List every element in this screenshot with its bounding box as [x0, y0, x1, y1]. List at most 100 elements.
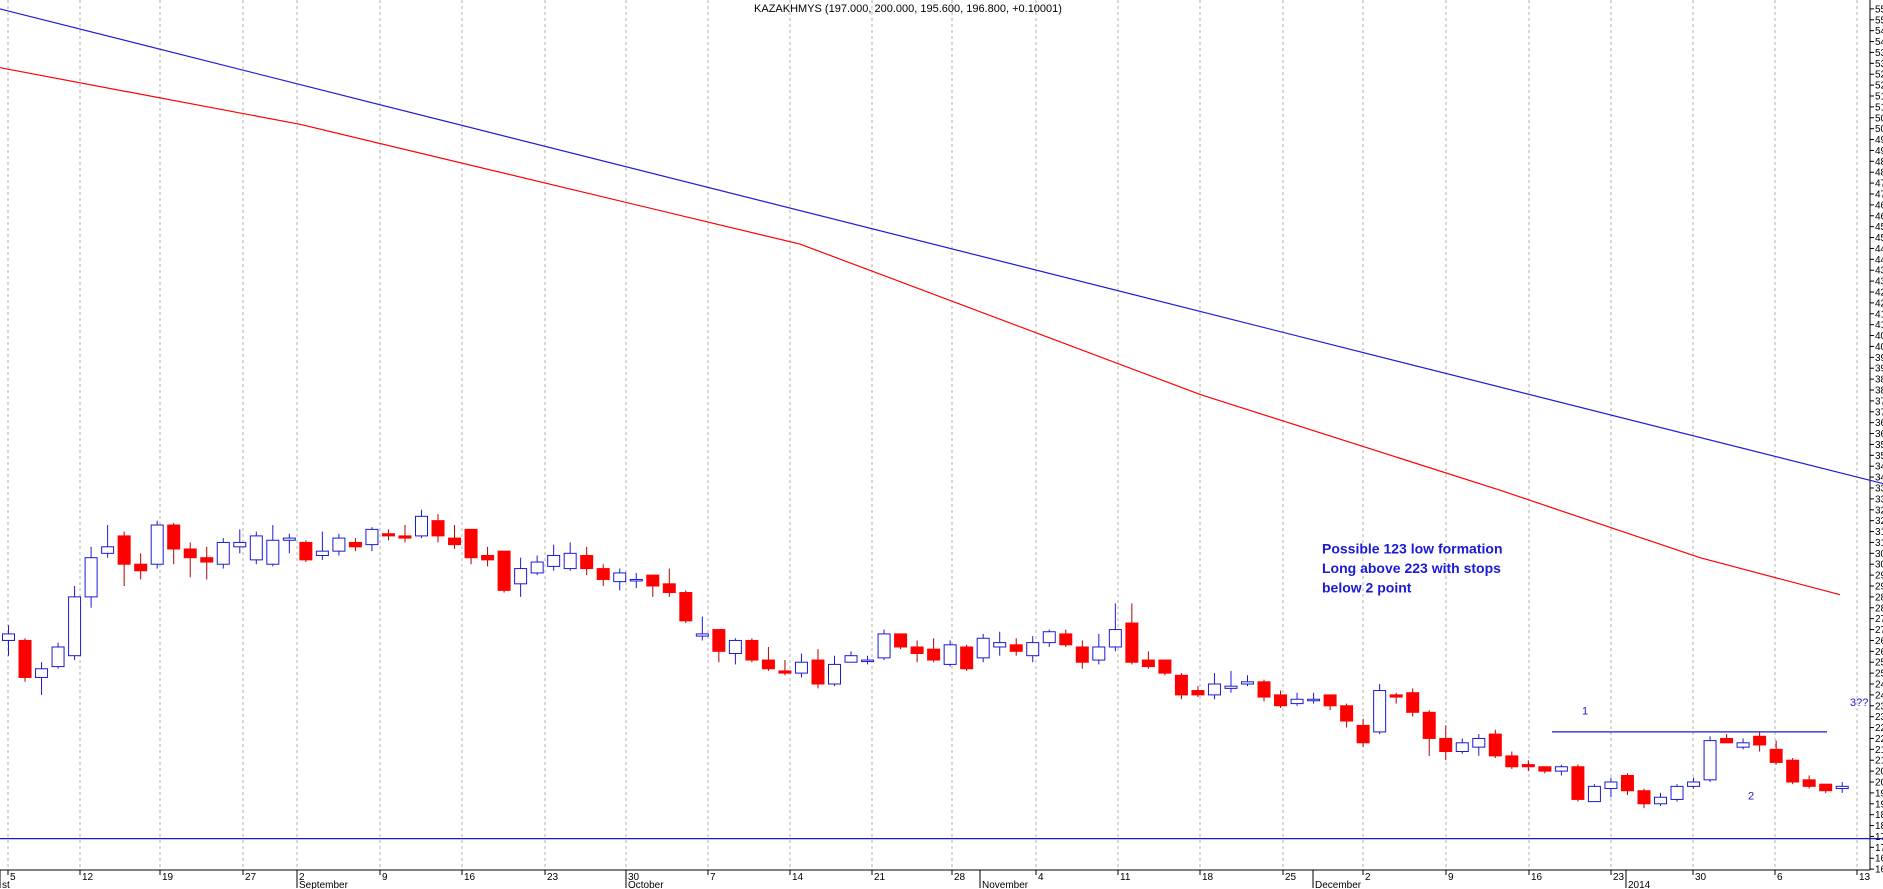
x-day-label: 2	[1365, 872, 1371, 883]
y-axis: 1601651701751801851901952002052102152202…	[1870, 4, 1883, 876]
y-tick-label: 315	[1875, 527, 1883, 538]
x-day-label: 7	[710, 872, 716, 883]
point-label: 2	[1748, 790, 1754, 802]
candle-body	[1141, 659, 1155, 668]
candle-body	[1389, 694, 1403, 698]
candle-body	[1323, 694, 1337, 707]
y-tick-label: 200	[1875, 778, 1883, 789]
x-day-label: 12	[82, 872, 94, 883]
candle-body	[1009, 644, 1023, 652]
y-tick-label: 460	[1875, 211, 1883, 222]
candle-body	[1059, 633, 1073, 646]
candle-body	[514, 568, 528, 585]
y-tick-label: 435	[1875, 266, 1883, 277]
y-tick-label: 415	[1875, 309, 1883, 320]
candle-body	[778, 670, 792, 674]
y-tick-label: 290	[1875, 582, 1883, 593]
x-axis: 5 12 19 27 2 9 16 23 30 7 14 21 28 4 11 18 25 2 9 16 23 30 6 13…	[0, 870, 1871, 889]
candle-body	[348, 541, 362, 548]
y-tick-label: 245	[1875, 680, 1883, 691]
candle-body	[315, 550, 329, 557]
candle-body	[1356, 724, 1370, 744]
candle-body	[794, 661, 808, 674]
candle-body	[1753, 735, 1767, 746]
y-tick-label: 395	[1875, 353, 1883, 364]
candle-body	[68, 596, 82, 657]
candle-body	[1092, 646, 1106, 661]
candle-body	[811, 659, 825, 685]
y-tick-label: 355	[1875, 440, 1883, 451]
y-tick-label: 390	[1875, 364, 1883, 375]
y-tick-label: 220	[1875, 734, 1883, 745]
candle-body	[183, 548, 197, 559]
y-tick-label: 430	[1875, 277, 1883, 288]
y-tick-label: 160	[1875, 865, 1883, 876]
x-day-label: 9	[1448, 872, 1454, 883]
candle-body	[464, 528, 478, 559]
candle-body	[1835, 785, 1849, 790]
y-tick-label: 180	[1875, 821, 1883, 832]
y-tick-label: 265	[1875, 636, 1883, 647]
y-tick-label: 340	[1875, 473, 1883, 484]
x-day-label: 4	[1038, 872, 1044, 883]
y-tick-label: 545	[1875, 26, 1883, 37]
candle-body	[1307, 698, 1321, 702]
y-tick-label: 500	[1875, 124, 1883, 135]
candle-body	[398, 535, 412, 539]
x-day-label: 30	[628, 872, 640, 883]
candle-body	[596, 568, 610, 580]
candle-body	[844, 655, 858, 663]
point-label: 1	[1582, 705, 1588, 717]
y-tick-label: 465	[1875, 200, 1883, 211]
candle-body	[1604, 781, 1618, 790]
candle-body	[1075, 646, 1089, 663]
y-tick-label: 275	[1875, 614, 1883, 625]
y-tick-label: 165	[1875, 854, 1883, 865]
candle-body	[1538, 766, 1552, 772]
candle-body	[216, 541, 230, 565]
candle-body	[1505, 755, 1519, 768]
candle-body	[1274, 694, 1288, 707]
y-tick-label: 195	[1875, 788, 1883, 799]
y-tick-label: 360	[1875, 429, 1883, 440]
y-tick-label: 280	[1875, 603, 1883, 614]
y-tick-label: 470	[1875, 190, 1883, 201]
candle-body	[266, 539, 280, 565]
candle-body	[1720, 737, 1734, 744]
y-tick-label: 400	[1875, 342, 1883, 353]
x-day-label: 25	[1285, 872, 1297, 883]
x-month-label: November	[982, 880, 1029, 889]
candle-body	[51, 646, 65, 668]
candle-body	[299, 541, 313, 561]
candle-body	[1026, 642, 1040, 657]
candle-body	[101, 546, 115, 554]
y-tick-label: 260	[1875, 647, 1883, 658]
y-tick-label: 215	[1875, 745, 1883, 756]
y-tick-label: 225	[1875, 723, 1883, 734]
candles	[2, 509, 1849, 809]
candle-body	[415, 515, 428, 537]
candle-body	[167, 524, 181, 550]
candle-body	[1158, 659, 1172, 674]
y-tick-label: 530	[1875, 59, 1883, 70]
y-tick-label: 345	[1875, 462, 1883, 473]
candle-body	[1786, 759, 1800, 783]
candle-body	[563, 552, 577, 570]
x-day-label: 21	[874, 872, 886, 883]
candle-body	[1769, 748, 1783, 763]
y-tick-label: 205	[1875, 767, 1883, 778]
candle-body	[761, 659, 775, 670]
y-tick-label: 450	[1875, 233, 1883, 244]
candle-body	[861, 659, 875, 663]
y-tick-label: 365	[1875, 418, 1883, 429]
y-tick-label: 405	[1875, 331, 1883, 342]
candle-body	[1455, 742, 1469, 753]
candle-body	[84, 557, 98, 598]
candle-body	[1439, 737, 1453, 753]
x-day-label: 13	[1859, 872, 1871, 883]
candle-body	[728, 639, 742, 655]
candle-body	[712, 629, 726, 652]
x-day-label: 16	[1531, 872, 1543, 883]
candle-body	[448, 537, 462, 546]
candle-body	[233, 541, 247, 548]
